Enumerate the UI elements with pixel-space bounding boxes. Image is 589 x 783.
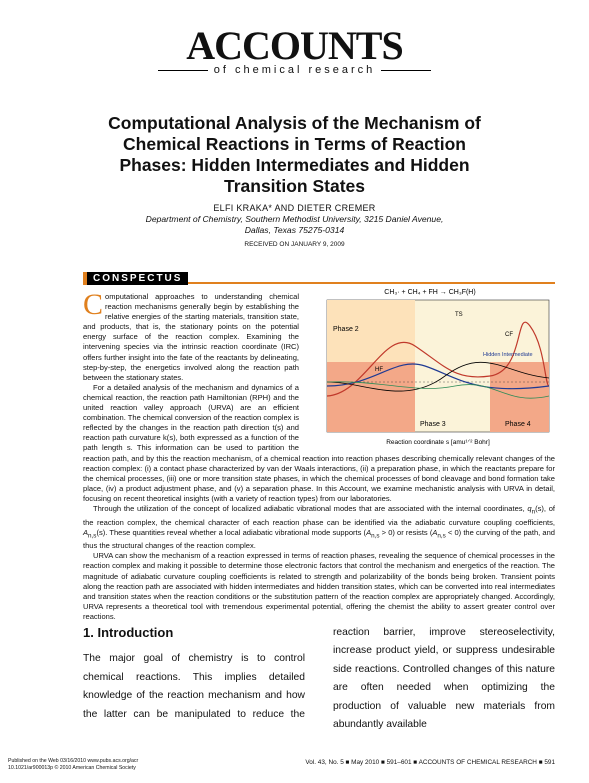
conspectus-bar: CONSPECTUS (83, 268, 555, 285)
phase-region (327, 300, 415, 362)
curve (326, 321, 550, 397)
curve (326, 363, 550, 390)
subscript: n,s (88, 532, 97, 540)
paragraph: The major goal of chemistry is to contro… (83, 627, 555, 731)
curve (326, 381, 550, 399)
symbol: A (83, 527, 89, 537)
conspectus: CH₃· + CH₄ + FH → CH₃F(H) Phase 2 Phase … (83, 288, 555, 622)
article-title: Computational Analysis of the Mechanism … (108, 113, 481, 196)
figure-equation: CH₃· + CH₄ + FH → CH₃F(H) (384, 289, 475, 296)
paragraph: Through the utilization of the concept o… (83, 504, 555, 551)
figure-label: CF (505, 332, 513, 338)
figure-label: Hidden Intermediate (483, 352, 533, 358)
journal-logo: ACCOUNTS of chemical research (0, 26, 589, 76)
figure: CH₃· + CH₄ + FH → CH₃F(H) Phase 2 Phase … (326, 289, 550, 446)
paragraph: For a detailed analysis of the mechanism… (83, 382, 555, 503)
curve (326, 361, 550, 392)
conspectus-heading: CONSPECTUS (83, 272, 189, 285)
subscript: n,s (437, 532, 446, 540)
journal-subtitle-row: of chemical research (0, 64, 589, 76)
footer-left: Published on the Web 03/16/2010 www.pubs… (8, 758, 138, 772)
figure-label: TS (455, 312, 463, 318)
footer-line: Published on the Web 03/16/2010 www.pubs… (8, 758, 139, 764)
figure-label: Phase 3 (420, 421, 446, 428)
rule (157, 69, 208, 71)
figure-label: Phase 4 (505, 421, 531, 428)
text-run: (s), of the reaction complex, the chemic… (83, 503, 555, 527)
affiliation: Department of Chemistry, Southern Method… (0, 214, 589, 236)
text-run: (s). These quantities reveal whether a l… (96, 527, 367, 537)
symbol: A (432, 527, 438, 537)
text-run: Through the utilization of the concept o… (93, 503, 528, 513)
footer-line: 10.1021/ar900013p © 2010 American Chemic… (8, 765, 136, 771)
text-run: > 0) or resists ( (379, 527, 433, 537)
figure-label: Phase 2 (333, 326, 359, 333)
authors: ELFI KRAKA* AND DIETER CREMER (213, 203, 376, 213)
introduction: 1. Introduction The major goal of chemis… (83, 624, 555, 734)
paragraph-text: omputational approaches to understanding… (83, 292, 299, 382)
paragraph: URVA can show the mechanism of a reactio… (83, 551, 555, 621)
section-heading: 1. Introduction (83, 625, 174, 640)
dropcap: C (83, 288, 104, 321)
received-date: RECEIVED ON JANUARY 9, 2009 (244, 241, 345, 248)
phase-region (327, 362, 415, 432)
subscript: n,s (371, 532, 380, 540)
journal-subtitle: of chemical research (213, 64, 376, 76)
affiliation-line: Dallas, Texas 75275-0314 (244, 225, 345, 235)
figure-x-label: Reaction coordinate s [amu¹ᐟ² Bohr] (386, 439, 490, 446)
text-run: < 0) the curving of the path, and thus t… (83, 527, 555, 551)
subscript: n (531, 508, 536, 516)
footer-right: Vol. 43, No. 5 ■ May 2010 ■ 591–601 ■ AC… (305, 759, 555, 766)
affiliation-line: Department of Chemistry, Southern Method… (145, 214, 444, 224)
journal-name: ACCOUNTS (186, 23, 403, 68)
figure-label: HF (375, 367, 383, 373)
symbol: q (527, 503, 532, 513)
symbol: A (366, 527, 372, 537)
rule (381, 69, 432, 71)
